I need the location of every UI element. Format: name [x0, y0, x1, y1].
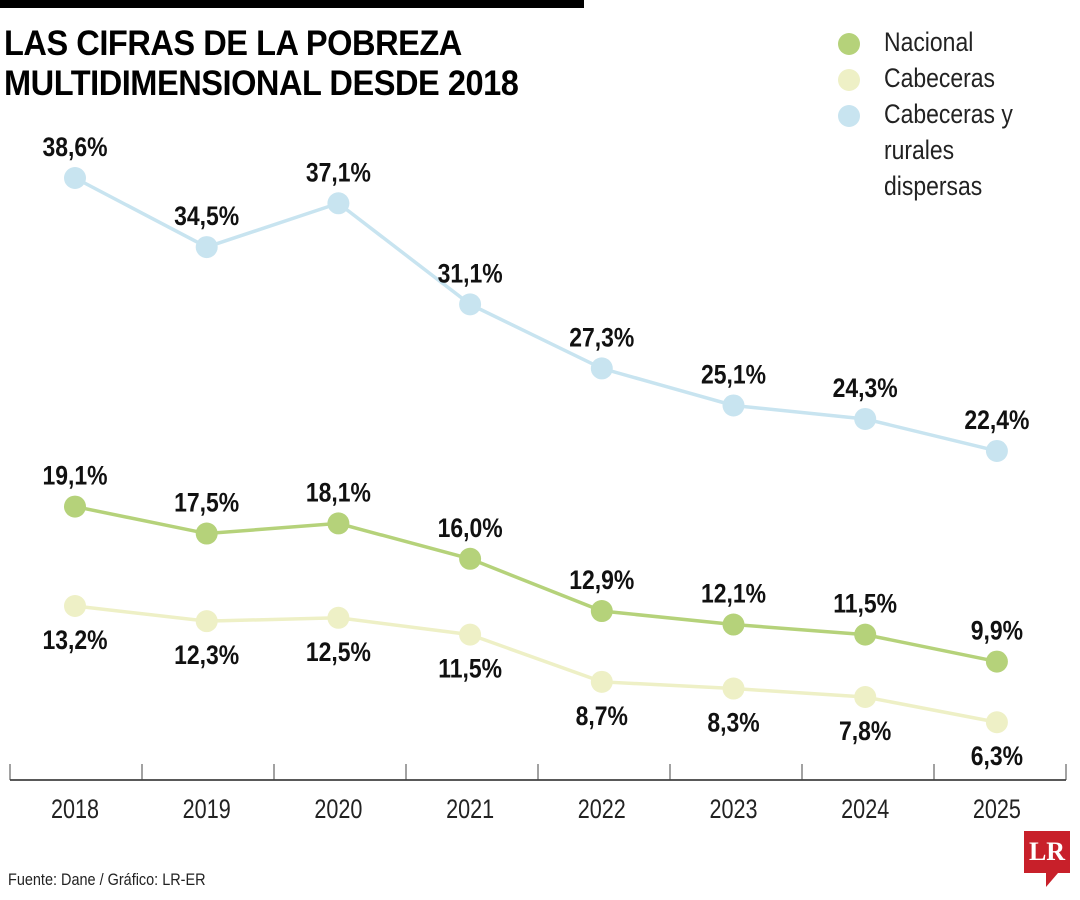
data-point: [985, 711, 1008, 734]
data-label: 22,4%: [964, 405, 1029, 435]
data-point: [854, 623, 877, 646]
chart-title: LAS CIFRAS DE LA POBREZA MULTIDIMENSIONA…: [4, 24, 519, 103]
data-label: 8,7%: [576, 701, 628, 731]
data-label: 12,5%: [306, 637, 371, 667]
data-point: [985, 439, 1008, 462]
source-note: Fuente: Dane / Gráfico: LR-ER: [8, 870, 206, 889]
legend-dot: [838, 105, 860, 127]
data-label: 12,1%: [701, 579, 766, 609]
data-label: 31,1%: [438, 259, 503, 289]
data-label: 38,6%: [42, 132, 107, 162]
series-line: [74, 176, 998, 453]
data-label: 11,5%: [438, 654, 502, 684]
legend-item-nacional: Nacional: [838, 24, 1080, 60]
data-point: [590, 357, 613, 380]
data-label: 18,1%: [306, 478, 371, 508]
data-label: 9,9%: [971, 616, 1023, 646]
data-label: 8,3%: [707, 708, 759, 738]
data-label: 6,3%: [971, 742, 1023, 772]
legend-item-cabeceras: Cabeceras: [838, 60, 1080, 96]
data-point: [854, 685, 877, 708]
data-label: 24,3%: [833, 373, 898, 403]
data-point: [722, 677, 745, 700]
lr-logo: LR: [1024, 831, 1070, 887]
x-tick-label: 2019: [183, 795, 231, 825]
data-label: 12,3%: [174, 640, 239, 670]
data-point: [195, 236, 218, 259]
data-point: [854, 407, 877, 430]
legend-item-cabeceras-rurales: Cabeceras y rurales dispersas: [838, 96, 1080, 204]
data-point: [459, 293, 482, 316]
data-label: 17,5%: [174, 488, 239, 518]
data-point: [64, 594, 86, 617]
top-bar: [0, 0, 584, 8]
series-line: [74, 504, 998, 664]
legend-dot: [838, 69, 860, 91]
data-point: [327, 192, 350, 215]
data-label: 19,1%: [42, 461, 107, 491]
x-tick-label: 2018: [51, 795, 99, 825]
x-tick-label: 2022: [578, 795, 626, 825]
x-tick-label: 2024: [841, 795, 889, 825]
legend: Nacional Cabeceras Cabeceras y rurales d…: [838, 24, 1080, 204]
data-label: 25,1%: [701, 360, 766, 390]
x-tick-label: 2020: [314, 795, 362, 825]
data-point: [327, 512, 350, 535]
data-point: [64, 495, 86, 518]
data-point: [327, 606, 350, 629]
data-point: [590, 670, 613, 693]
data-label: 27,3%: [569, 323, 634, 353]
data-point: [985, 650, 1008, 673]
data-label: 11,5%: [833, 589, 897, 619]
data-label: 7,8%: [839, 716, 891, 746]
data-point: [722, 613, 745, 636]
data-point: [459, 547, 482, 570]
x-tick-label: 2021: [446, 795, 494, 825]
data-point: [195, 522, 218, 545]
data-label: 34,5%: [174, 201, 239, 231]
data-label: 16,0%: [438, 513, 503, 543]
x-tick-label: 2025: [973, 795, 1021, 825]
legend-dot: [838, 33, 860, 55]
data-point: [64, 167, 86, 189]
data-label: 13,2%: [42, 625, 107, 655]
data-point: [195, 610, 218, 633]
data-label: 37,1%: [306, 158, 371, 188]
data-point: [590, 600, 613, 623]
data-point: [459, 623, 482, 646]
data-label: 12,9%: [569, 565, 634, 595]
data-point: [722, 394, 745, 417]
x-tick-label: 2023: [709, 795, 757, 825]
series-line: [74, 604, 998, 724]
